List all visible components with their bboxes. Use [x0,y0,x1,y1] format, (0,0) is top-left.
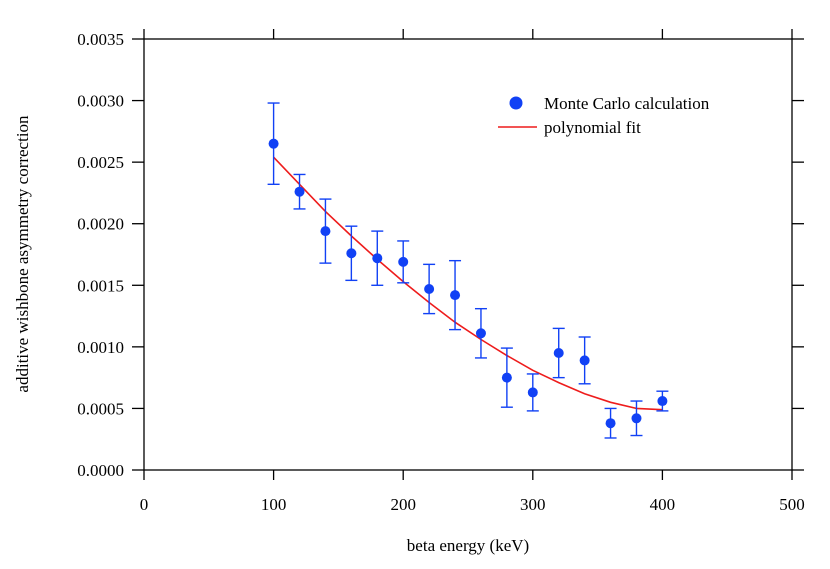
data-point-group [474,307,487,359]
x-tick-label: 0 [140,495,149,514]
plot-border [143,38,793,471]
y-tick-label: 0.0030 [77,92,124,111]
fit-line [273,156,663,411]
data-point [268,138,279,149]
data-point [579,355,590,366]
data-point-group [267,102,280,186]
data-point [424,283,435,294]
data-point-group [630,400,643,437]
y-tick-label: 0.0005 [77,399,124,418]
data-point [372,253,383,264]
data-point-group [319,198,332,264]
x-axis: 0 100 200 300 400 500 [140,29,805,514]
data-point-group [449,259,462,331]
data-point [320,226,331,237]
x-tick-label: 300 [520,495,546,514]
data-point-group [552,327,565,379]
y-tick-label: 0.0020 [77,215,124,234]
data-point-group [345,225,358,282]
data-point-group [656,390,669,412]
data-point [346,248,357,259]
data-point [501,372,512,383]
data-point-group [526,373,539,412]
legend-marker-monte-carlo [509,96,523,110]
y-tick-label: 0.0000 [77,461,124,480]
data-point-group [604,407,617,439]
data-point [527,387,538,398]
data-point [450,290,461,301]
y-tick-label: 0.0010 [77,338,124,357]
y-tick-label: 0.0015 [77,276,124,295]
data-point [605,418,616,429]
data-point [398,256,409,267]
data-point [631,413,642,424]
data-point-group [397,240,410,284]
legend-label-monte-carlo: Monte Carlo calculation [544,94,710,113]
y-tick-label: 0.0025 [77,153,124,172]
y-tick-label: 0.0035 [77,30,124,49]
plot-frame [143,38,793,471]
y-axis: 0.0000 0.0005 0.0010 0.0015 0.0020 0.0025 0.00… [77,30,804,480]
legend-label-fit: polynomial fit [544,118,641,137]
fit-layer [273,156,663,411]
data-point-group [500,347,513,408]
data-point-group [293,173,306,210]
data-point-group [423,263,436,315]
points-layer [267,102,669,439]
legend: Monte Carlo calculation polynomial fit [498,94,710,137]
data-point [294,186,305,197]
x-tick-label: 100 [261,495,287,514]
x-tick-label: 500 [779,495,805,514]
x-tick-label: 400 [650,495,676,514]
data-point-group [578,336,591,385]
x-axis-label: beta energy (keV) [407,536,529,555]
x-tick-label: 200 [390,495,416,514]
data-point [553,348,564,359]
data-point [657,396,668,407]
y-axis-label: additive wishbone asymmetry correction [13,115,32,393]
data-point-group [371,230,384,286]
data-point [475,328,486,339]
